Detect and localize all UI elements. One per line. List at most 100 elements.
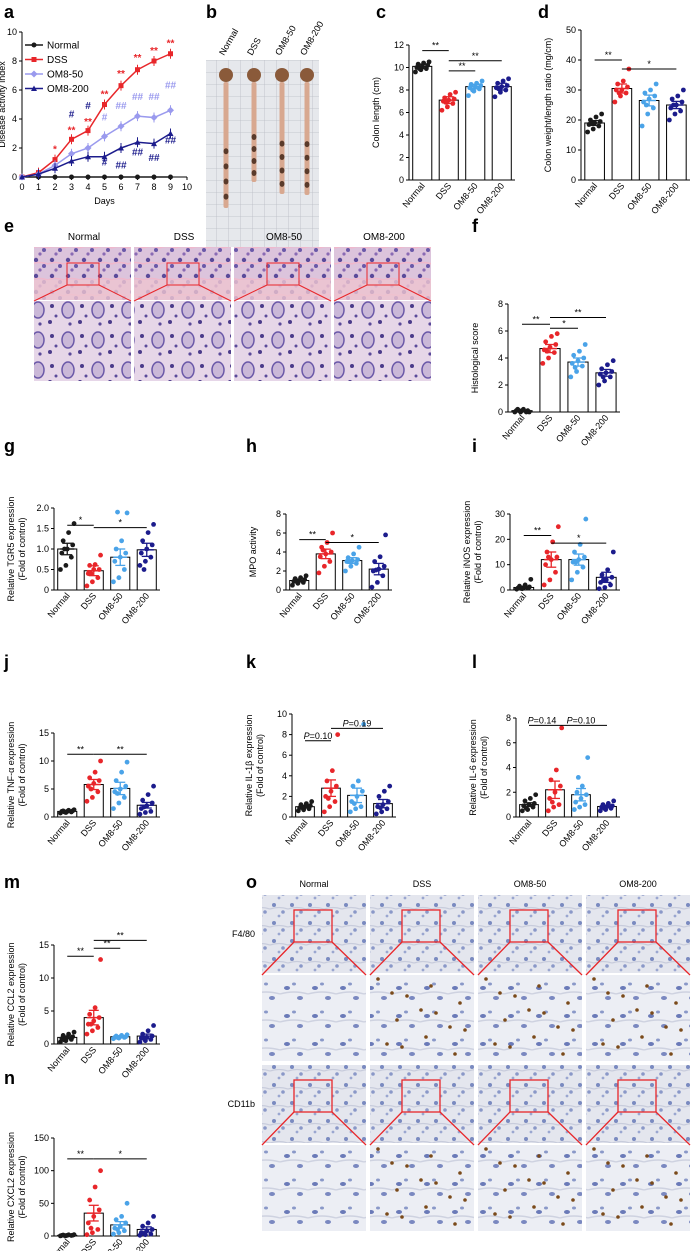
data-point: [332, 799, 338, 804]
row-label: F4/80: [232, 929, 255, 939]
data-point: [574, 369, 579, 374]
colon: [251, 82, 257, 182]
data-point: [60, 1033, 66, 1038]
brown-stain-cell: [513, 1164, 517, 1168]
data-point: [572, 549, 577, 555]
data-point: [124, 510, 130, 516]
data-point: [84, 583, 90, 589]
bar: [465, 86, 486, 181]
brown-stain-cell: [566, 1001, 570, 1005]
y-tick-label: 0: [282, 812, 287, 822]
significance-label: *: [118, 518, 122, 528]
stool-pellet: [251, 170, 257, 176]
significance-label: **: [77, 946, 85, 956]
x-tick-label: OM8-200: [579, 591, 611, 626]
data-point: [556, 802, 562, 808]
brown-stain-cell: [611, 1018, 615, 1022]
data-point: [316, 570, 322, 576]
data-point: [580, 564, 586, 570]
data-point: [89, 795, 95, 800]
data-point: [151, 1214, 156, 1219]
zoom-connector: [261, 941, 295, 976]
y-tick-label: 0: [571, 175, 576, 185]
panel-letter-m: m: [4, 872, 20, 892]
panel-letter-f: f: [472, 216, 479, 236]
x-tick-label: Normal: [400, 181, 426, 210]
y-tick-label: 150: [34, 1133, 49, 1143]
significance-label: *: [118, 1149, 122, 1159]
chart-a: 0 2 4 6 8 10 0 1 2 3 4 5 6 7 8 9 10 Days Disease activity …: [0, 27, 192, 206]
x-tick-label: OM8-50: [555, 591, 584, 622]
data-point: [553, 342, 559, 347]
data-point: [519, 808, 525, 814]
column-label: Normal: [68, 232, 100, 243]
data-point: [582, 802, 588, 808]
ihc-overview-image: [370, 1065, 474, 1143]
data-point: [355, 778, 361, 784]
brown-stain-cell: [674, 1001, 678, 1005]
ihc-overview-image: [262, 895, 366, 973]
y-tick-label: 4: [282, 771, 287, 781]
data-point: [605, 567, 611, 573]
annotation: **: [101, 89, 109, 100]
data-point: [141, 1230, 147, 1236]
data-point: [516, 408, 522, 414]
stool-pellet: [279, 167, 285, 174]
data-point: [115, 1227, 120, 1232]
significance-label: *: [79, 515, 83, 525]
annotation: **: [134, 53, 142, 64]
data-point: [381, 788, 387, 794]
data-point: [546, 554, 551, 560]
data-point: [62, 546, 67, 552]
data-point: [569, 577, 575, 583]
series-line-OM8-200: [21, 132, 171, 178]
chart-m: 0 5 10 15 Relative CCL2 expression (Fold of c…: [6, 930, 160, 1080]
significance-label: **: [532, 314, 540, 324]
bar: [412, 65, 433, 181]
data-point: [71, 1029, 77, 1035]
data-point: [495, 80, 501, 86]
photo-column-label: OM8-50: [273, 24, 298, 57]
brown-stain-cell: [601, 1042, 605, 1046]
data-point: [526, 409, 532, 415]
bar: [567, 361, 589, 413]
cecum: [219, 68, 233, 82]
series-marker: [168, 51, 173, 57]
x-tick-label: DSS: [607, 181, 627, 202]
y-tick-label: 4: [498, 353, 503, 363]
data-point: [290, 582, 295, 588]
data-point: [650, 105, 656, 111]
stool-pellet: [223, 163, 229, 170]
data-point: [66, 530, 72, 535]
x-tick-label: 10: [182, 182, 192, 192]
annotation: **: [68, 126, 76, 137]
x-tick-label: Normal: [507, 818, 533, 847]
data-point: [470, 87, 475, 93]
he-zoom-image: [334, 301, 431, 381]
data-point: [121, 795, 127, 800]
zoom-connector: [439, 941, 475, 976]
series-marker: [150, 114, 158, 122]
data-point: [450, 101, 456, 106]
brown-stain-cell: [429, 1154, 433, 1158]
y-tick-label: 4: [12, 114, 17, 124]
ihc-overview-image: [586, 1065, 690, 1143]
series-marker: [52, 174, 58, 180]
data-point: [95, 789, 101, 795]
data-point: [361, 721, 367, 727]
data-point: [451, 96, 457, 102]
brown-stain-cell: [664, 1195, 668, 1199]
data-point: [348, 563, 354, 569]
y-tick-label: 8: [12, 56, 17, 66]
y-tick-label: 6: [399, 108, 404, 118]
data-point: [671, 102, 676, 108]
data-point: [115, 509, 120, 515]
y-tick-label: 8: [276, 509, 281, 519]
zoom-connector: [261, 1111, 295, 1146]
y-tick-label: 10: [394, 63, 404, 73]
series-marker: [134, 139, 141, 145]
data-point: [609, 803, 615, 809]
annotation: ##: [115, 101, 127, 112]
data-point: [572, 365, 578, 370]
data-point: [123, 1220, 129, 1226]
